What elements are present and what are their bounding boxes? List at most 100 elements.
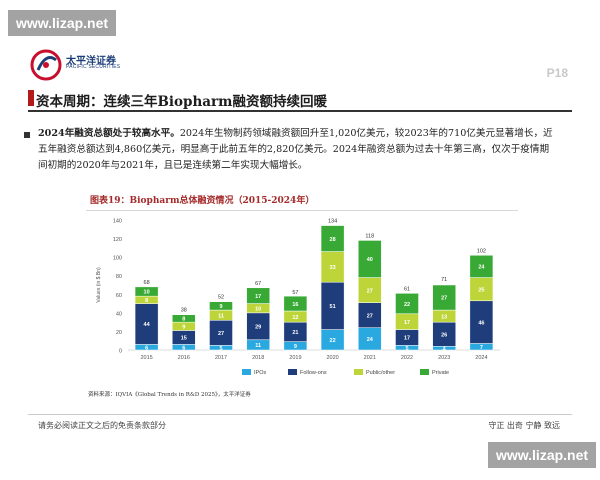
legend-swatch	[420, 369, 429, 375]
data-label: 6	[145, 345, 148, 351]
bullet-icon	[24, 132, 30, 138]
data-label: 11	[255, 343, 261, 349]
total-label: 67	[255, 281, 261, 287]
bar-segment-private	[246, 287, 270, 304]
data-label: 44	[144, 322, 151, 328]
data-label: 40	[367, 257, 373, 263]
y-tick-label: 60	[116, 293, 122, 299]
y-tick-label: 40	[116, 311, 122, 317]
y-tick-label: 140	[113, 219, 122, 225]
bar-segment-private	[172, 314, 196, 323]
legend-label: Follow-ons	[300, 370, 327, 376]
data-label: 22	[330, 338, 336, 344]
data-label: 10	[255, 306, 261, 312]
bar-segment-private	[283, 295, 308, 312]
data-label: 16	[292, 302, 298, 308]
total-label: 61	[404, 286, 410, 292]
logo-icon	[30, 49, 62, 81]
bar-segment-private	[358, 240, 382, 278]
data-label: 15	[181, 336, 187, 342]
data-label: 29	[255, 325, 261, 331]
data-label: 7	[480, 345, 483, 351]
bar-segment-private	[209, 301, 233, 311]
data-label: 4	[443, 346, 447, 352]
data-label: 21	[292, 330, 298, 336]
data-label: 27	[218, 331, 224, 337]
x-tick-label: 2018	[252, 355, 264, 361]
data-label: 33	[330, 265, 336, 271]
data-label: 28	[330, 237, 336, 243]
data-label: 17	[404, 336, 410, 342]
bar-segment-private	[134, 286, 159, 297]
data-label: 24	[367, 337, 374, 343]
y-tick-label: 120	[113, 237, 122, 243]
data-label: 6	[182, 345, 185, 351]
total-label: 68	[144, 280, 150, 286]
paragraph: 2024年融资总额处于较高水平。2024年生物制药领域融资额回升至1,020亿美…	[38, 126, 558, 174]
x-tick-label: 2015	[140, 355, 152, 361]
data-label: 11	[218, 313, 224, 319]
bar-segment-private	[395, 293, 419, 315]
page-number: P18	[546, 66, 568, 80]
footer-disclaimer: 请务必阅读正文之后的免责条款部分	[38, 421, 166, 430]
data-label: 27	[441, 296, 447, 302]
x-tick-label: 2024	[475, 355, 487, 361]
data-label: 46	[478, 320, 484, 326]
x-tick-label: 2022	[401, 355, 413, 361]
data-label: 26	[441, 332, 447, 338]
x-tick-label: 2020	[326, 355, 338, 361]
data-label: 5	[219, 346, 222, 352]
source-note: 资料来源：IQVIA《Global Trends in R&D 2025》，太平…	[88, 392, 251, 398]
x-tick-label: 2016	[178, 355, 190, 361]
x-tick-label: 2019	[289, 355, 301, 361]
bar-segment-private	[432, 284, 456, 311]
data-label: 22	[404, 302, 410, 308]
data-label: 9	[219, 304, 222, 310]
x-tick-label: 2017	[215, 355, 227, 361]
logo-name: 太平洋证券	[66, 56, 116, 67]
logo-subtitle: PACIFIC SECURITIES	[66, 64, 121, 70]
data-label: 5	[405, 346, 408, 352]
total-label: 134	[328, 219, 337, 225]
bar-segment-private	[469, 255, 494, 278]
data-label: 27	[367, 288, 373, 294]
paragraph-body: 2024年生物制药领域融资额回升至1,020亿美元，较2023年的710亿美元显…	[38, 128, 553, 171]
stacked-bar-chart: 0 20 40 60 80 100 120 140 Values (in $ Bn) 6 44 8 10…	[96, 219, 500, 376]
data-label: 12	[292, 315, 298, 321]
data-label: 51	[330, 304, 336, 310]
data-label: 25	[478, 287, 484, 293]
legend-label: Public/other	[366, 370, 395, 376]
legend-swatch	[288, 369, 297, 375]
total-label: 38	[181, 308, 187, 314]
total-label: 57	[292, 290, 298, 296]
data-label: 13	[441, 314, 447, 320]
legend-label: Private	[432, 370, 449, 376]
legend-label: IPOs	[254, 370, 266, 376]
y-tick-label: 0	[119, 349, 122, 355]
y-tick-label: 20	[116, 330, 122, 336]
x-tick-label: 2023	[438, 355, 450, 361]
data-label: 9	[294, 344, 297, 350]
total-label: 102	[477, 248, 486, 254]
footer-divider	[28, 414, 572, 415]
total-label: 52	[218, 295, 224, 301]
data-label: 17	[255, 294, 261, 300]
data-label: 10	[144, 290, 150, 296]
bar-segment-private	[320, 225, 345, 252]
legend-swatch	[354, 369, 363, 375]
page-title: 资本周期：连续三年Biopharm融资额持续回暖	[36, 94, 327, 110]
paragraph-lead: 2024年融资总额处于较高水平。	[38, 128, 180, 139]
data-label: 9	[182, 325, 185, 331]
figure-divider	[86, 210, 518, 211]
x-tick-label: 2021	[364, 355, 376, 361]
total-label: 118	[365, 233, 374, 239]
data-label: 8	[145, 298, 148, 304]
watermark-bottom: www.lizap.net	[488, 442, 597, 468]
footer-motto: 守正 出奇 宁静 致远	[488, 421, 560, 430]
y-axis-label: Values (in $ Bn)	[96, 267, 102, 303]
figure-title: 图表19：Biopharm总体融资情况（2015-2024年）	[90, 196, 315, 206]
legend-swatch	[242, 369, 251, 375]
data-label: 8	[182, 317, 185, 323]
watermark-top: www.lizap.net	[8, 10, 117, 36]
total-label: 71	[441, 277, 447, 283]
